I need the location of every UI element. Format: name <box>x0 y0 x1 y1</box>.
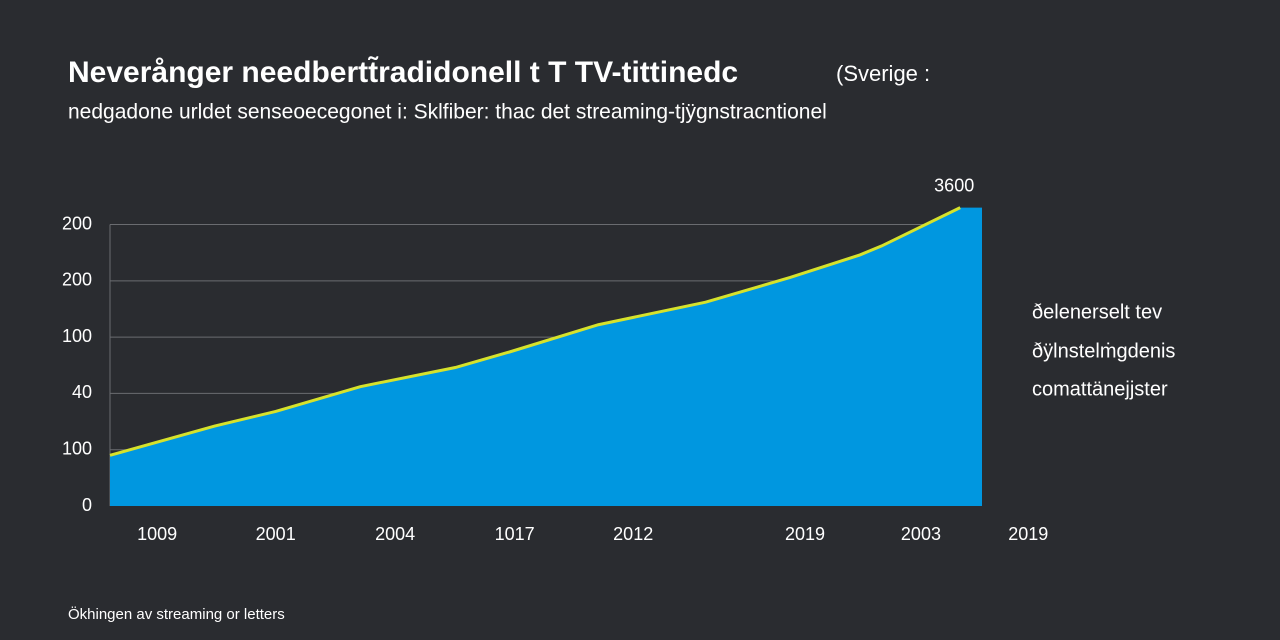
y-tick-label: 40 <box>72 382 92 402</box>
area <box>110 207 982 506</box>
x-tick-label: 1009 <box>137 524 177 544</box>
chart-title: Neverånger needbertt̃radidonell t T TV-t… <box>68 56 738 89</box>
x-tick-label: 2019 <box>785 524 825 544</box>
y-tick-label: 100 <box>62 326 92 346</box>
footnote: Ökhingen av streaming or letters <box>68 605 285 623</box>
y-tick-label: 200 <box>62 213 92 233</box>
x-tick-label: 2004 <box>375 524 415 544</box>
legend-text: ðÿlnstelṁgdenis <box>1032 340 1175 362</box>
x-tick-label: 1017 <box>495 524 535 544</box>
x-tick-label: 2001 <box>256 524 296 544</box>
chart-subtitle: nedgadone urldet senseoecegonet i: Sklfi… <box>68 101 827 124</box>
chart-title-suffix: (Sverige : <box>836 61 930 86</box>
legend-text: comattänejjster <box>1032 378 1168 400</box>
y-tick-label: 0 <box>82 495 92 515</box>
x-tick-label: 2012 <box>613 524 653 544</box>
x-tick-label: 2003 <box>901 524 941 544</box>
y-tick-label: 100 <box>62 438 92 458</box>
line <box>109 206 961 457</box>
x-tick-label: 2019 <box>1008 524 1048 544</box>
legend-text: ðelenerselt tev <box>1032 301 1162 323</box>
annotation: 3600 <box>934 175 974 195</box>
y-tick-label: 200 <box>62 270 92 290</box>
